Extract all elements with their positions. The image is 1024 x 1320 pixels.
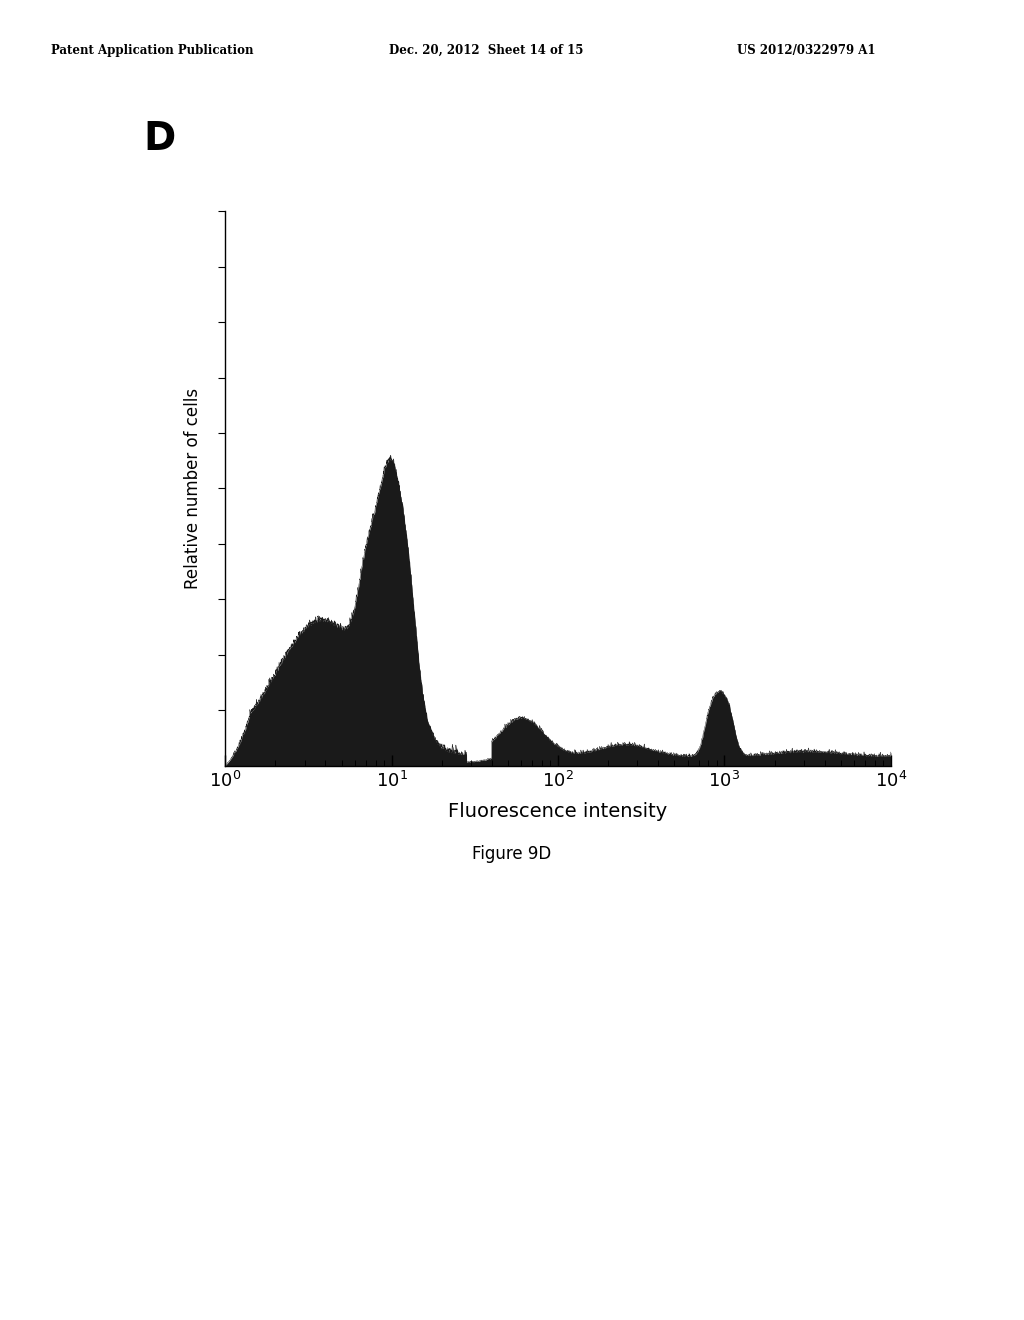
X-axis label: Fluorescence intensity: Fluorescence intensity <box>449 803 668 821</box>
Text: Dec. 20, 2012  Sheet 14 of 15: Dec. 20, 2012 Sheet 14 of 15 <box>389 44 584 57</box>
Text: Patent Application Publication: Patent Application Publication <box>51 44 254 57</box>
Text: US 2012/0322979 A1: US 2012/0322979 A1 <box>737 44 876 57</box>
Y-axis label: Relative number of cells: Relative number of cells <box>184 388 203 589</box>
Text: D: D <box>143 120 175 158</box>
Text: Figure 9D: Figure 9D <box>472 845 552 863</box>
